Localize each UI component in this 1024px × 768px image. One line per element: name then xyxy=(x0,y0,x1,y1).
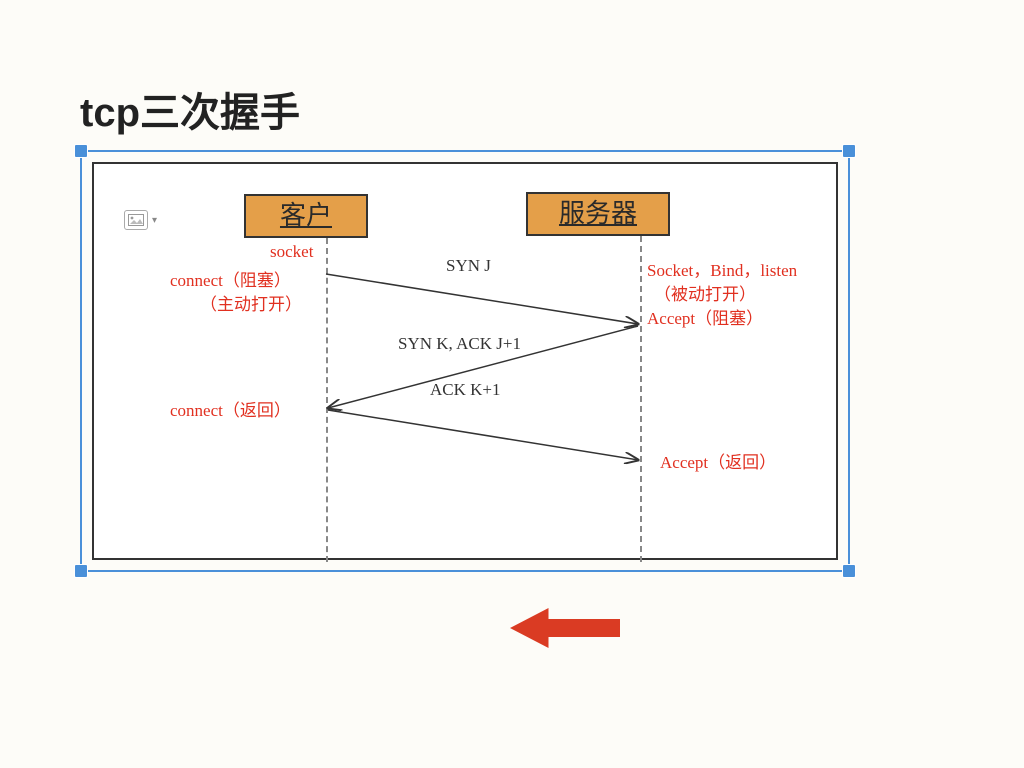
selection-handle-bl[interactable] xyxy=(74,564,88,578)
label-passive-open: （被动打开） xyxy=(654,280,756,305)
dropdown-caret-icon: ▾ xyxy=(152,215,157,226)
diagram-frame: ▾ 客户 服务器 socket connect（阻塞） （主动打开） SYN J… xyxy=(92,162,838,560)
message-arrows xyxy=(94,164,836,558)
selection-handle-tr[interactable] xyxy=(842,144,856,158)
label-active-open: （主动打开） xyxy=(200,290,302,315)
arrow-ack-k xyxy=(328,410,638,460)
pointer-arrow-icon xyxy=(510,608,620,648)
label-connect-block: connect（阻塞） xyxy=(170,266,291,291)
arrow-syn-j xyxy=(326,274,638,324)
label-socket-bind: Socket，Bind，listen xyxy=(647,256,797,281)
label-accept-block: Accept（阻塞） xyxy=(647,304,763,329)
lifeline-server xyxy=(640,236,642,562)
label-syn-j: SYN J xyxy=(446,256,491,276)
label-ack-k: ACK K+1 xyxy=(430,380,501,400)
label-connect-return: connect（返回） xyxy=(170,396,291,421)
label-accept-return: Accept（返回） xyxy=(660,448,776,473)
entity-client-box: 客户 xyxy=(244,194,368,238)
lifeline-client xyxy=(326,238,328,562)
diagram-selection-frame[interactable]: ▾ 客户 服务器 socket connect（阻塞） （主动打开） SYN J… xyxy=(80,150,850,572)
label-socket: socket xyxy=(270,242,313,262)
page-title: tcp三次握手 xyxy=(80,80,300,138)
label-synk-ackj: SYN K, ACK J+1 xyxy=(398,334,521,354)
selection-handle-tl[interactable] xyxy=(74,144,88,158)
image-icon xyxy=(124,210,148,230)
image-toolbar[interactable]: ▾ xyxy=(124,210,157,230)
entity-server-box: 服务器 xyxy=(526,192,670,236)
selection-handle-br[interactable] xyxy=(842,564,856,578)
